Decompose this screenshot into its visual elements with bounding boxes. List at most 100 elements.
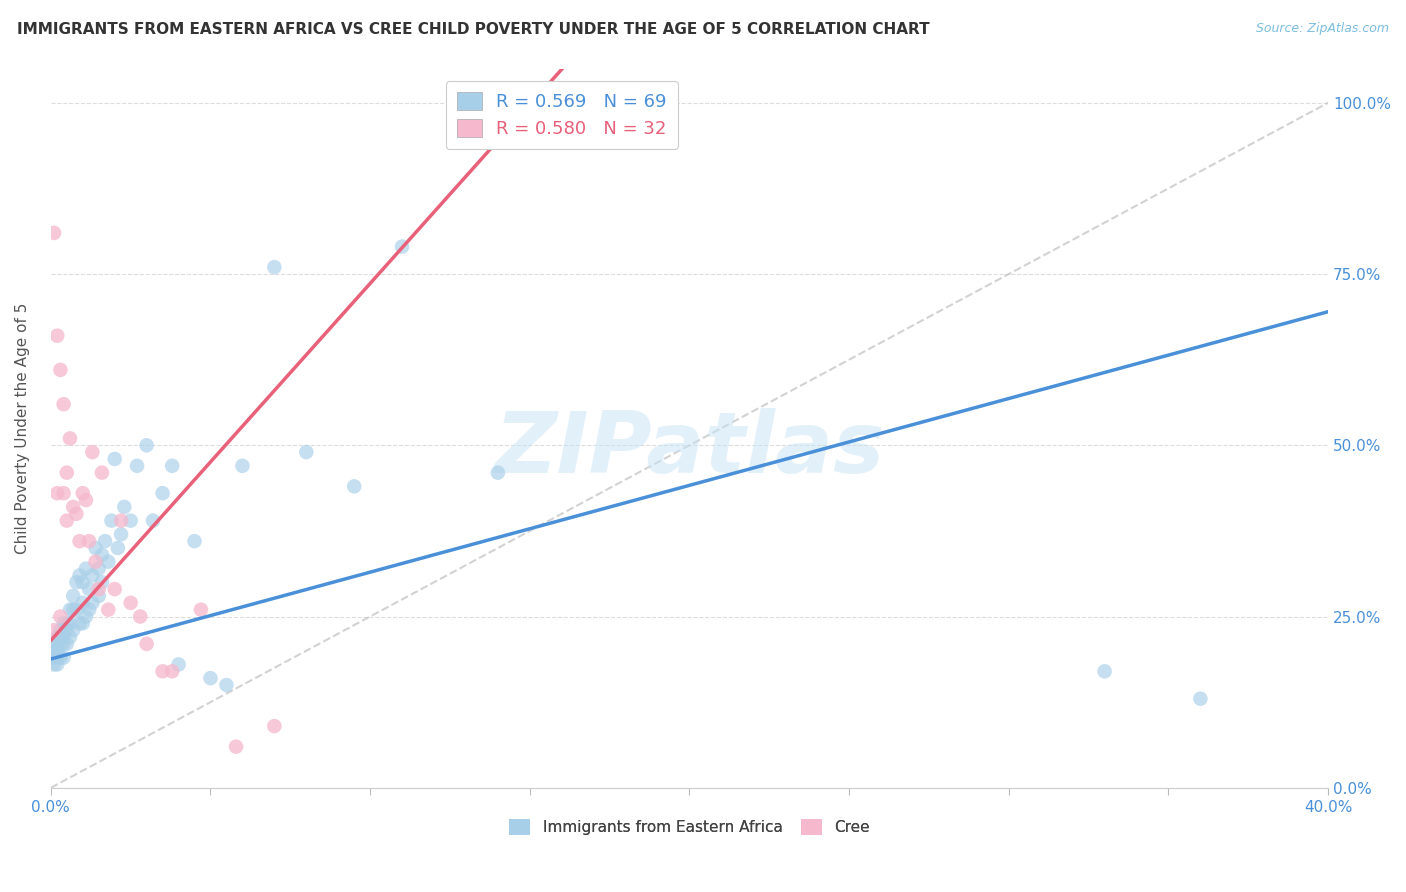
Point	[49, 363, 72, 377]
Point	[72, 616, 94, 631]
Point	[46, 657, 69, 672]
Point	[56, 616, 79, 631]
Point	[142, 514, 165, 528]
Point	[52, 397, 75, 411]
Point	[167, 657, 190, 672]
Point	[69, 568, 91, 582]
Point	[160, 665, 183, 679]
Point	[52, 486, 75, 500]
Point	[82, 596, 104, 610]
Point	[42, 644, 65, 658]
Text: Source: ZipAtlas.com: Source: ZipAtlas.com	[1256, 22, 1389, 36]
Point	[152, 665, 174, 679]
Point	[215, 678, 238, 692]
Point	[65, 575, 87, 590]
Legend: Immigrants from Eastern Africa, Cree: Immigrants from Eastern Africa, Cree	[503, 813, 876, 841]
Point	[120, 514, 142, 528]
Point	[160, 458, 183, 473]
Point	[225, 739, 247, 754]
Point	[486, 466, 509, 480]
Point	[263, 719, 285, 733]
Point	[49, 637, 72, 651]
Point	[46, 650, 69, 665]
Point	[46, 486, 69, 500]
Point	[56, 466, 79, 480]
Point	[94, 534, 117, 549]
Point	[1094, 665, 1116, 679]
Point	[62, 500, 84, 514]
Point	[84, 555, 107, 569]
Point	[62, 602, 84, 616]
Text: ZIPatlas: ZIPatlas	[495, 409, 884, 491]
Point	[49, 630, 72, 644]
Point	[152, 486, 174, 500]
Point	[52, 650, 75, 665]
Point	[72, 575, 94, 590]
Point	[104, 582, 127, 596]
Point	[49, 609, 72, 624]
Point	[59, 616, 82, 631]
Point	[82, 445, 104, 459]
Point	[110, 527, 132, 541]
Text: IMMIGRANTS FROM EASTERN AFRICA VS CREE CHILD POVERTY UNDER THE AGE OF 5 CORRELAT: IMMIGRANTS FROM EASTERN AFRICA VS CREE C…	[17, 22, 929, 37]
Point	[110, 514, 132, 528]
Point	[135, 637, 157, 651]
Point	[59, 602, 82, 616]
Point	[42, 657, 65, 672]
Point	[87, 561, 110, 575]
Point	[72, 486, 94, 500]
Point	[84, 541, 107, 555]
Point	[42, 624, 65, 638]
Point	[62, 589, 84, 603]
Point	[65, 602, 87, 616]
Point	[190, 602, 212, 616]
Point	[87, 582, 110, 596]
Point	[62, 624, 84, 638]
Point	[56, 624, 79, 638]
Point	[107, 541, 129, 555]
Point	[135, 438, 157, 452]
Point	[125, 458, 148, 473]
Point	[42, 650, 65, 665]
Point	[295, 445, 318, 459]
Point	[69, 616, 91, 631]
Point	[90, 575, 112, 590]
Point	[120, 596, 142, 610]
Point	[59, 630, 82, 644]
Point	[97, 555, 120, 569]
Point	[77, 602, 100, 616]
Point	[231, 458, 253, 473]
Point	[112, 500, 135, 514]
Point	[52, 637, 75, 651]
Point	[75, 609, 97, 624]
Point	[75, 493, 97, 508]
Point	[77, 582, 100, 596]
Point	[87, 589, 110, 603]
Point	[1189, 691, 1212, 706]
Point	[49, 624, 72, 638]
Point	[69, 534, 91, 549]
Point	[391, 239, 413, 253]
Point	[59, 431, 82, 445]
Point	[77, 534, 100, 549]
Point	[49, 650, 72, 665]
Point	[46, 644, 69, 658]
Point	[72, 596, 94, 610]
Point	[100, 514, 122, 528]
Y-axis label: Child Poverty Under the Age of 5: Child Poverty Under the Age of 5	[15, 302, 30, 554]
Point	[65, 507, 87, 521]
Point	[75, 561, 97, 575]
Point	[52, 616, 75, 631]
Point	[183, 534, 205, 549]
Point	[52, 630, 75, 644]
Point	[42, 637, 65, 651]
Point	[46, 328, 69, 343]
Point	[90, 548, 112, 562]
Point	[343, 479, 366, 493]
Point	[263, 260, 285, 275]
Point	[82, 568, 104, 582]
Point	[104, 452, 127, 467]
Point	[46, 630, 69, 644]
Point	[42, 226, 65, 240]
Point	[46, 637, 69, 651]
